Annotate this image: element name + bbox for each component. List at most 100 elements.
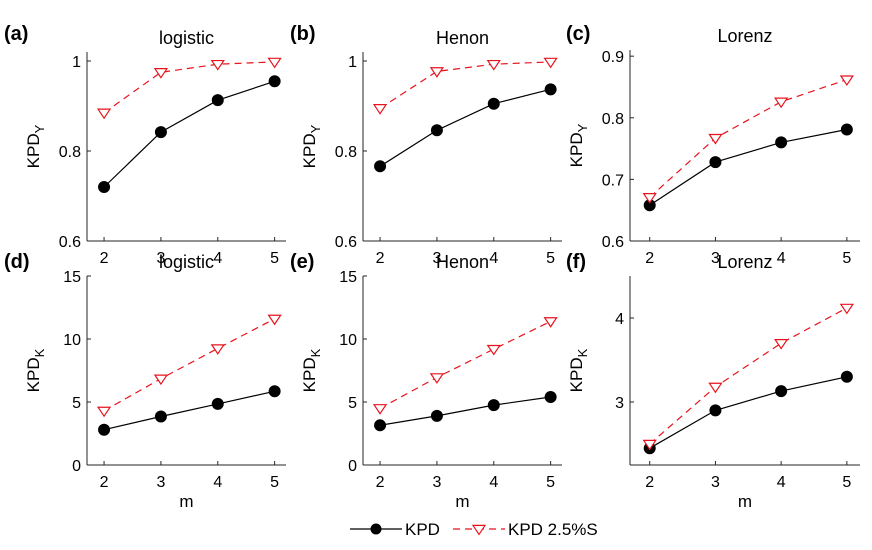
x-axis-label: m <box>738 492 752 511</box>
legend-label-kpd: KPD <box>405 520 440 539</box>
y-axis-label-sub: K <box>32 348 47 357</box>
y-axis-label-main: KPD <box>567 132 586 167</box>
panel-b: (b) Henon 0.6 0.8 1 2 3 4 5 KPDY <box>290 23 562 267</box>
point-kpd-surrogate <box>210 59 225 71</box>
legend-marker-kpd-surrogate <box>471 524 487 536</box>
legend-marker-kpd <box>370 523 382 535</box>
series-line-kpd <box>103 80 275 188</box>
panel-e: (e) Henon 0 5 10 15 2 3 4 5 m KPDK <box>290 251 562 511</box>
y-axis-label-main: KPD <box>567 357 586 392</box>
point-kpd <box>775 385 788 398</box>
y-tick-label: 1 <box>72 54 81 71</box>
x-tick-label: 5 <box>546 474 555 491</box>
point-kpd <box>840 370 853 383</box>
x-tick-label: 3 <box>711 250 720 267</box>
point-kpd-surrogate <box>708 382 723 394</box>
point-kpd-surrogate <box>96 406 112 418</box>
y-tick-label: 0.6 <box>59 234 81 251</box>
point-kpd-surrogate <box>372 404 388 415</box>
panel-title: logistic <box>159 28 214 48</box>
point-kpd-surrogate <box>543 57 558 69</box>
point-kpd <box>211 397 224 410</box>
x-tick-label: 4 <box>777 474 786 491</box>
panel-title: Lorenz <box>717 26 772 46</box>
point-kpd <box>709 404 722 417</box>
y-axis-label-main: KPD <box>24 357 43 392</box>
y-axis-label: KPDK <box>300 348 323 392</box>
x-tick-label: 4 <box>213 474 222 491</box>
point-kpd-surrogate <box>839 303 854 315</box>
y-axis-label-main: KPD <box>300 357 319 392</box>
y-tick-label: 0.8 <box>602 111 624 128</box>
legend: KPD KPD 2.5%S <box>350 520 598 539</box>
y-axis-label-sub: Y <box>575 123 590 132</box>
series-line-kpd <box>380 396 551 426</box>
point-kpd <box>430 124 443 137</box>
point-kpd <box>268 385 281 398</box>
point-kpd <box>487 399 500 412</box>
x-tick-label: 3 <box>156 474 165 491</box>
panel-c: (c) Lorenz 0.6 0.7 0.8 0.9 2 3 4 5 KPDY <box>566 23 860 267</box>
point-kpd-surrogate <box>708 133 723 145</box>
point-kpd <box>709 156 722 169</box>
y-tick-label: 5 <box>72 395 81 412</box>
legend-label-kpd-surrogate: KPD 2.5%S <box>508 520 598 539</box>
x-tick-label: 4 <box>213 250 222 267</box>
y-tick-label: 0.8 <box>59 144 81 161</box>
series-line-kpd-surrogate <box>103 61 275 114</box>
panel-d: (d) logistic 0 5 10 15 2 3 4 5 m KPDK <box>4 251 286 511</box>
y-tick-label: 15 <box>339 269 357 286</box>
x-tick-label: 5 <box>546 250 555 267</box>
x-tick-label: 2 <box>376 250 385 267</box>
x-tick-label: 3 <box>432 474 441 491</box>
y-tick-label: 10 <box>339 332 357 349</box>
point-kpd-surrogate <box>642 439 657 451</box>
y-axis-label: KPDY <box>24 124 47 168</box>
series-line-kpd <box>649 128 848 206</box>
y-tick-label: 5 <box>348 395 357 412</box>
y-axis-label-main: KPD <box>24 133 43 168</box>
series-line-kpd-surrogate <box>379 320 551 409</box>
series-line-kpd <box>649 376 848 449</box>
panel-title: logistic <box>159 252 214 272</box>
point-kpd-surrogate <box>543 317 558 328</box>
x-tick-label: 4 <box>777 250 786 267</box>
point-kpd-surrogate <box>153 68 169 79</box>
y-tick-label: 0.6 <box>335 234 357 251</box>
y-tick-label: 4 <box>615 311 624 328</box>
y-axis-label: KPDY <box>567 123 590 167</box>
x-tick-label: 2 <box>645 250 654 267</box>
x-tick-label: 5 <box>270 250 279 267</box>
y-tick-label: 1 <box>348 54 357 71</box>
point-kpd-surrogate <box>774 339 789 350</box>
x-axis-label: m <box>179 492 193 511</box>
y-axis-label-sub: Y <box>32 124 47 133</box>
panel-a: (a) logistic 0.6 0.8 1 2 3 4 5 KPDY <box>4 23 286 267</box>
point-kpd-surrogate <box>839 75 854 87</box>
y-axis-label-sub: K <box>308 348 323 357</box>
point-kpd <box>374 160 387 173</box>
point-kpd <box>487 97 500 110</box>
y-axis-label-main: KPD <box>300 133 319 168</box>
y-tick-label: 0.9 <box>602 49 624 66</box>
y-tick-label: 0.8 <box>335 144 357 161</box>
x-tick-label: 2 <box>100 474 109 491</box>
point-kpd-surrogate <box>96 108 112 120</box>
point-kpd-surrogate <box>267 314 282 326</box>
point-kpd-surrogate <box>486 344 501 356</box>
point-kpd <box>98 423 111 436</box>
y-axis-label-sub: K <box>575 348 590 357</box>
x-tick-label: 2 <box>376 474 385 491</box>
x-tick-label: 5 <box>270 474 279 491</box>
y-tick-label: 0.6 <box>602 234 624 251</box>
series-line-kpd-surrogate <box>649 79 848 198</box>
point-kpd <box>98 181 111 193</box>
y-axis-label: KPDK <box>567 348 590 392</box>
point-kpd-surrogate <box>774 97 789 109</box>
panel-letter: (a) <box>4 23 28 45</box>
y-axis-label-sub: Y <box>308 124 323 133</box>
point-kpd-surrogate <box>372 104 388 115</box>
